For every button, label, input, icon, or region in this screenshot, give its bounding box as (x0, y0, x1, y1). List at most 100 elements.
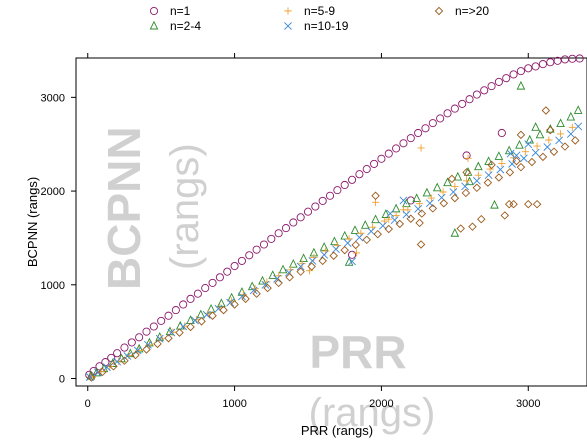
data-point (135, 346, 143, 354)
data-point (516, 130, 526, 140)
data-point (415, 218, 424, 228)
data-point (406, 134, 415, 143)
legend-marker (284, 22, 292, 30)
data-point (275, 272, 283, 280)
legend-label: n=>20 (455, 4, 489, 18)
data-point (202, 310, 211, 319)
data-point (230, 300, 239, 309)
data-point (296, 267, 305, 276)
data-point (443, 177, 452, 187)
data-point (252, 289, 261, 298)
legend-item: n=5-9 (284, 4, 335, 18)
data-point (378, 221, 387, 230)
data-point (208, 311, 217, 320)
data-point (386, 209, 395, 218)
data-point (384, 149, 393, 158)
legend-marker (284, 7, 292, 15)
data-point (307, 262, 316, 271)
data-point (268, 270, 278, 279)
data-point (249, 286, 258, 295)
data-point (533, 142, 541, 150)
data-point (191, 316, 199, 325)
data-point (487, 160, 496, 170)
data-point (385, 215, 393, 223)
data-point (508, 159, 517, 168)
data-point (241, 294, 250, 304)
legend-label: n=2-4 (170, 19, 201, 33)
data-point (480, 86, 489, 95)
data-point (566, 129, 575, 138)
data-point (428, 204, 438, 213)
data-point (512, 151, 521, 160)
data-point (538, 60, 547, 69)
data-point (142, 327, 151, 336)
data-point (245, 251, 254, 260)
data-point (259, 240, 269, 249)
data-point (319, 242, 329, 251)
data-point (373, 229, 382, 239)
data-point (197, 317, 206, 326)
data-point (273, 274, 282, 283)
data-point (487, 82, 496, 91)
data-point (145, 341, 154, 349)
data-point (333, 186, 342, 195)
data-point (237, 256, 246, 265)
data-point (494, 77, 503, 86)
data-point (208, 278, 217, 287)
data-point (215, 273, 224, 282)
data-point (512, 156, 521, 166)
y-tick-label: 0 (59, 374, 65, 386)
data-point (524, 140, 533, 149)
data-point (462, 177, 471, 185)
data-point (462, 168, 471, 177)
data-point (525, 134, 535, 144)
data-point (556, 130, 565, 138)
data-point (546, 125, 555, 135)
data-point (267, 234, 276, 243)
data-point (142, 345, 151, 354)
legend-label: n=5-9 (304, 4, 335, 18)
data-point (308, 256, 317, 265)
x-axis-label: PRR (rangs) (301, 423, 373, 438)
data-point (531, 148, 540, 157)
y-axis: 0 1000 2000 3000 (41, 92, 76, 386)
data-point (416, 200, 424, 208)
data-point (123, 352, 132, 360)
data-point (494, 173, 504, 182)
data-point (519, 154, 528, 163)
data-point (417, 144, 425, 152)
data-point (464, 154, 472, 162)
data-point (320, 250, 329, 259)
data-point (483, 178, 493, 187)
data-point (318, 196, 327, 205)
data-point (477, 214, 486, 224)
x-tick-label: 1000 (222, 398, 246, 410)
data-point (340, 180, 349, 190)
data-point (504, 199, 514, 209)
data-point (568, 54, 577, 63)
data-point (545, 136, 553, 144)
data-point (261, 280, 270, 289)
data-point (484, 171, 493, 180)
y-axis-label: BCPNN (rangs) (25, 177, 40, 267)
data-point (371, 191, 380, 200)
data-point (263, 278, 271, 286)
data-point (384, 224, 394, 234)
watermark-y: BCPNN (rangs) (98, 126, 207, 290)
data-point (450, 104, 459, 113)
data-point (427, 194, 435, 202)
data-point (303, 207, 313, 216)
data-point (274, 278, 283, 288)
data-point (263, 283, 272, 293)
data-point (164, 311, 173, 320)
data-point (348, 250, 357, 259)
data-point (331, 245, 340, 254)
data-point (524, 64, 533, 73)
data-point (535, 129, 545, 139)
data-point (343, 239, 352, 248)
legend: n=1n=2-4 n=5-9n=10-19 n=>20 (149, 4, 489, 33)
data-point (355, 170, 364, 179)
data-point (505, 168, 515, 177)
legend-item: n=2-4 (149, 19, 201, 33)
data-point (543, 143, 552, 151)
